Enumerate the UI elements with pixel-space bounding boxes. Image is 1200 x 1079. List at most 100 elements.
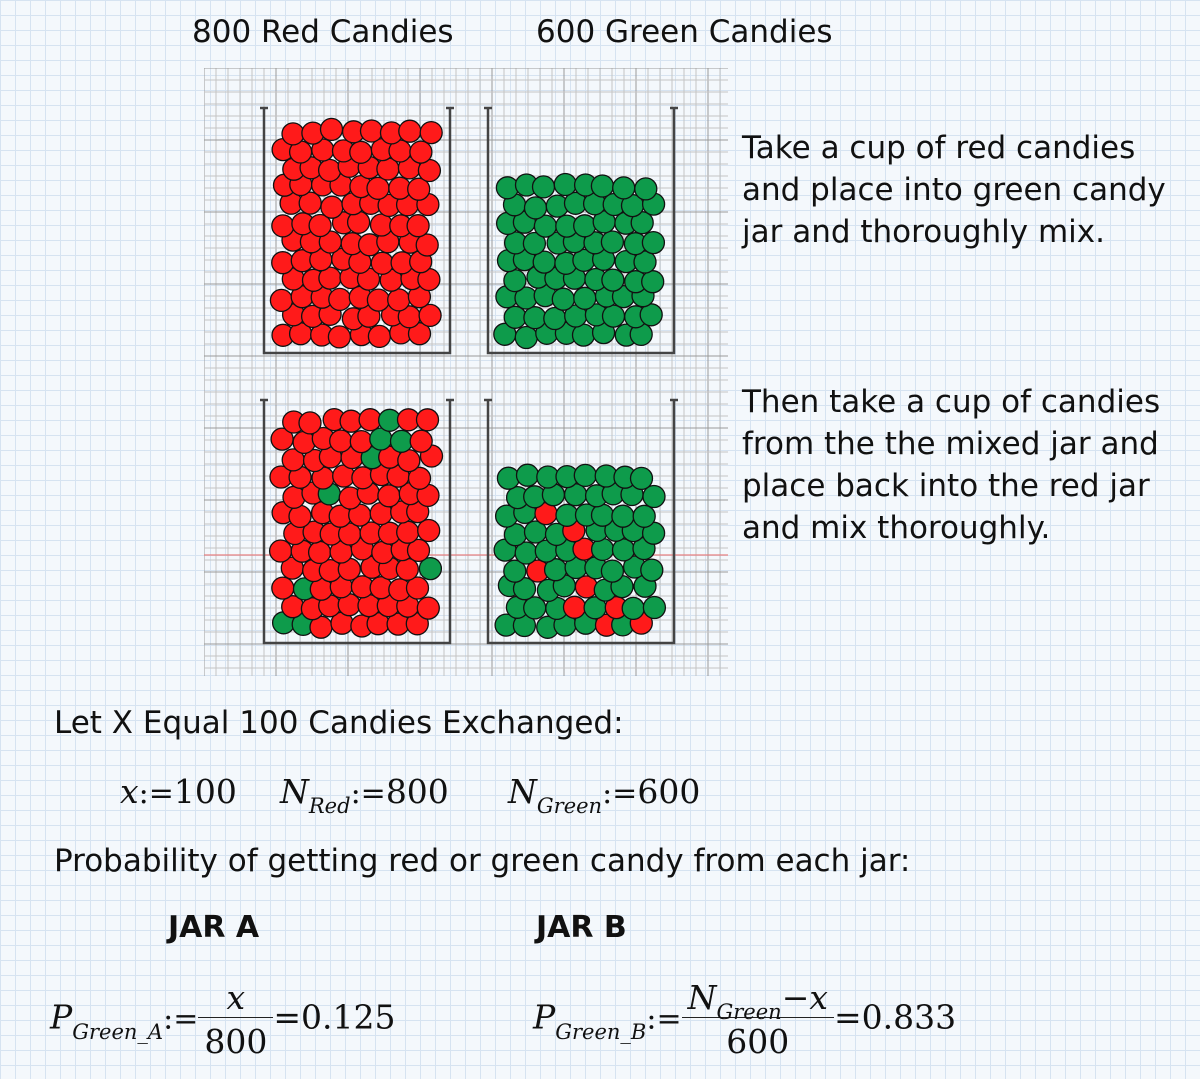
- candy: [292, 430, 316, 455]
- numerator-x: x: [226, 978, 246, 1017]
- definition-x[interactable]: x:=100: [120, 772, 237, 811]
- var-p: P: [533, 997, 556, 1037]
- fraction-jar-a: x 800: [198, 978, 274, 1061]
- sub-green-a: Green_A: [72, 1019, 164, 1044]
- jar-b-label: JAR B: [536, 910, 627, 945]
- candy: [590, 503, 615, 527]
- candy: [407, 177, 431, 201]
- var-x: x: [120, 772, 139, 811]
- candy: [640, 558, 664, 582]
- var-n-red: N: [280, 772, 309, 811]
- var-p: P: [50, 997, 73, 1037]
- assign-op: :=: [350, 776, 386, 811]
- candy: [600, 230, 625, 254]
- formula-jar-a[interactable]: PGreen_A:= x 800 =0.125: [50, 978, 395, 1061]
- instruction-line: place back into the red jar: [742, 468, 1150, 504]
- candy: [320, 195, 344, 219]
- candy: [590, 174, 615, 198]
- candy: [551, 287, 575, 311]
- sub-green-b: Green_B: [555, 1019, 647, 1044]
- candy: [553, 172, 577, 197]
- candy: [395, 557, 419, 581]
- candy: [611, 538, 636, 562]
- candy: [406, 538, 431, 563]
- candy: [281, 122, 305, 146]
- candies-before-red: [269, 117, 443, 349]
- instruction-line: and mix thoroughly.: [742, 510, 1051, 546]
- candy: [366, 288, 391, 312]
- jar-a-label: JAR A: [168, 910, 260, 945]
- candy: [633, 250, 657, 274]
- jar-after-green: [484, 398, 678, 645]
- candy: [632, 504, 656, 528]
- numerator-sub-green: Green: [716, 1000, 782, 1024]
- candy: [601, 268, 625, 292]
- candy: [271, 251, 295, 275]
- candy: [495, 176, 520, 200]
- sub-green: Green: [536, 794, 603, 818]
- red-candies-header: 800 Red Candies: [192, 14, 454, 50]
- candy: [328, 287, 352, 312]
- candy: [370, 251, 394, 275]
- candy: [268, 539, 293, 563]
- candy: [641, 230, 666, 255]
- value-x: 100: [173, 772, 237, 811]
- candy: [496, 466, 521, 490]
- instruction-line: Then take a cup of candies: [742, 384, 1161, 420]
- candy: [621, 596, 645, 621]
- sub-red: Red: [308, 794, 351, 818]
- instruction-line: from the the mixed jar and: [742, 426, 1159, 462]
- candy: [629, 466, 654, 491]
- candies-before-green: [493, 172, 666, 350]
- numerator-minus-x: −x: [781, 978, 828, 1017]
- candy: [271, 576, 295, 600]
- candy: [600, 559, 625, 583]
- result-jar-a: =0.125: [273, 997, 396, 1037]
- candy: [367, 324, 392, 349]
- candy: [523, 306, 547, 330]
- candy: [387, 288, 411, 312]
- candy: [319, 117, 344, 142]
- candy: [417, 518, 441, 543]
- numerator-n: N: [687, 978, 717, 1017]
- candy: [523, 196, 548, 220]
- probability-heading: Probability of getting red or green cand…: [54, 843, 911, 879]
- assign-op: :=: [602, 776, 638, 811]
- candy: [612, 176, 636, 200]
- jar-after-red: [260, 398, 454, 645]
- candy: [282, 485, 306, 509]
- assign-op: :=: [646, 1001, 682, 1037]
- candy: [611, 504, 635, 528]
- formula-jar-b[interactable]: PGreen_B:= NGreen−x 600 =0.833: [533, 978, 956, 1061]
- result-jar-b: =0.833: [833, 997, 957, 1037]
- assign-op: :=: [163, 1001, 199, 1037]
- candy: [642, 484, 666, 509]
- candy: [409, 429, 433, 453]
- jar-before-green: [484, 106, 678, 355]
- definition-n-green[interactable]: NGreen:=600: [508, 772, 701, 818]
- assign-op: :=: [138, 776, 174, 811]
- candy: [407, 466, 432, 490]
- candy-jars-figure: [204, 68, 728, 676]
- value-n-green: 600: [637, 772, 701, 811]
- green-candies-header: 600 Green Candies: [536, 14, 833, 50]
- jar-wall-before-green: [484, 106, 678, 355]
- candy: [503, 559, 527, 583]
- candy: [366, 176, 390, 200]
- candies-after-green: [493, 463, 667, 639]
- definition-n-red[interactable]: NRed:=800: [280, 772, 449, 818]
- candy: [573, 463, 597, 488]
- candy: [269, 288, 294, 313]
- candy: [416, 596, 440, 620]
- candy: [634, 177, 658, 201]
- instruction-line: Take a cup of red candies: [742, 130, 1136, 166]
- candy: [349, 429, 373, 454]
- candy: [406, 214, 430, 238]
- jar-wall-before-red: [260, 106, 454, 355]
- denominator-jar-b: 600: [681, 1017, 834, 1061]
- candy: [298, 411, 322, 435]
- candy: [573, 214, 597, 238]
- candy: [514, 325, 538, 350]
- candy: [271, 214, 295, 238]
- mixed-candy: [418, 556, 443, 581]
